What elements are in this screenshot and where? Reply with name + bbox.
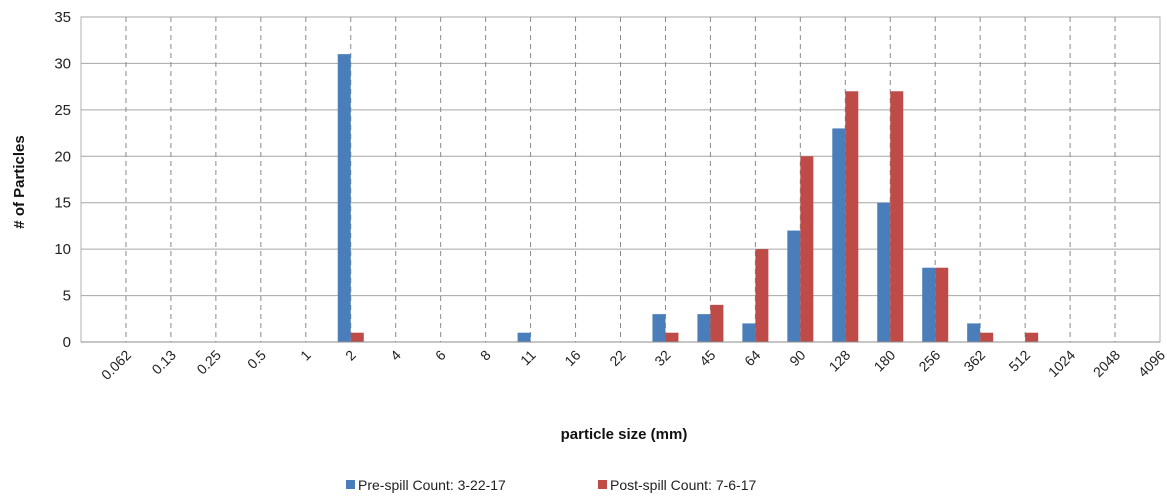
bar-post-spill-2 xyxy=(350,332,364,342)
x-tick-label: 1024 xyxy=(1045,347,1078,380)
y-axis-title: # of Particles xyxy=(11,135,28,228)
x-tick-label: 0.25 xyxy=(193,347,224,378)
y-tick-label: 25 xyxy=(54,102,71,119)
x-tick-label: 22 xyxy=(606,347,628,369)
y-tick-label: 35 xyxy=(54,9,71,26)
x-tick-label: 64 xyxy=(741,347,763,369)
x-tick-label: 512 xyxy=(1005,347,1033,375)
bar-post-spill-64 xyxy=(755,249,769,342)
x-tick-label: 362 xyxy=(960,347,988,375)
bar-pre-spill-64 xyxy=(742,323,756,342)
bar-pre-spill-90 xyxy=(787,230,801,342)
x-tick-label: 2048 xyxy=(1090,347,1123,380)
y-tick-label: 20 xyxy=(54,148,71,165)
x-tick-label: 0.062 xyxy=(98,347,134,383)
bar-post-spill-256 xyxy=(935,267,949,342)
bar-pre-spill-32 xyxy=(652,314,666,342)
bar-post-spill-362 xyxy=(980,332,994,342)
bar-post-spill-512 xyxy=(1025,332,1039,342)
legend: Pre-spill Count: 3-22-17 Post-spill Count… xyxy=(346,477,757,493)
x-tick-label: 128 xyxy=(826,347,854,375)
x-tick-label: 0.5 xyxy=(244,347,269,372)
x-tick-label: 6 xyxy=(432,347,449,364)
legend-swatch-pre-spill xyxy=(346,480,355,489)
bars xyxy=(337,54,1039,343)
y-tick-label: 0 xyxy=(63,334,71,351)
y-tick-label: 10 xyxy=(54,241,71,258)
x-tick-label: 180 xyxy=(871,347,899,375)
y-tick-label: 15 xyxy=(54,195,71,212)
x-tick-label: 4096 xyxy=(1135,347,1167,380)
bar-post-spill-45 xyxy=(710,304,724,342)
x-tick-label: 45 xyxy=(696,347,718,369)
y-tick-label: 30 xyxy=(54,55,71,72)
bar-post-spill-128 xyxy=(845,91,859,343)
axes: 0 5 10 15 20 25 30 35 0.062 0.13 0.25 0.5 1 2 4 6 8 11 16 2… xyxy=(54,9,1167,383)
bar-pre-spill-11 xyxy=(517,332,531,342)
bar-pre-spill-362 xyxy=(967,323,981,342)
bar-pre-spill-128 xyxy=(832,128,846,342)
x-axis-title: particle size (mm) xyxy=(561,426,688,443)
x-tick-label: 16 xyxy=(561,347,583,369)
x-tick-label: 90 xyxy=(786,347,808,369)
bar-pre-spill-256 xyxy=(922,267,936,342)
y-tick-label: 5 xyxy=(63,288,71,305)
legend-swatch-post-spill xyxy=(598,480,607,489)
bar-post-spill-32 xyxy=(665,332,679,342)
legend-label-post-spill: Post-spill Count: 7-6-17 xyxy=(610,477,757,493)
x-tick-label: 256 xyxy=(915,347,943,375)
bar-post-spill-90 xyxy=(800,156,814,342)
x-tick-label: 1 xyxy=(297,347,314,364)
x-tick-label: 8 xyxy=(477,347,494,364)
x-tick-label: 4 xyxy=(387,347,404,364)
bar-post-spill-180 xyxy=(890,91,904,343)
bar-pre-spill-2 xyxy=(337,54,351,343)
grid xyxy=(80,16,1161,343)
legend-label-pre-spill: Pre-spill Count: 3-22-17 xyxy=(358,477,506,493)
bar-pre-spill-180 xyxy=(877,202,891,342)
x-tick-label: 32 xyxy=(651,347,673,369)
bar-pre-spill-45 xyxy=(697,314,711,342)
x-tick-label: 2 xyxy=(342,347,359,364)
x-tick-label: 11 xyxy=(517,347,539,369)
x-tick-label: 0.13 xyxy=(148,347,179,378)
